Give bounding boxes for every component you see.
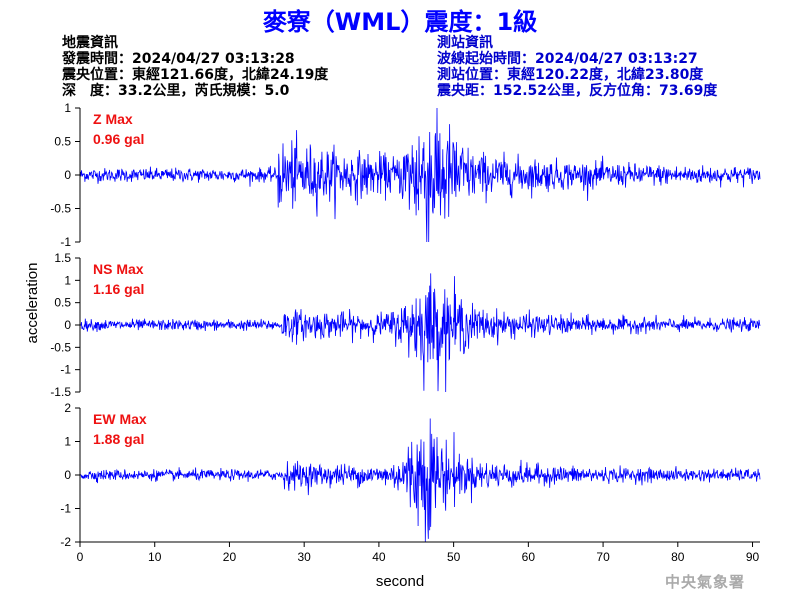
quake-time: 發震時間：2024/04/27 03:13:28 bbox=[62, 51, 295, 67]
y-tick-label-z: 0.5 bbox=[54, 135, 71, 149]
x-tick-label: 60 bbox=[522, 550, 536, 564]
quake-info-block: 地震資訊 發震時間：2024/04/27 03:13:28 震央位置：東經121… bbox=[62, 35, 328, 99]
max-value-ns: 1.16 gal bbox=[93, 281, 144, 297]
y-tick-label-z: 1 bbox=[64, 101, 71, 115]
station-info-heading: 測站資訊 bbox=[437, 35, 493, 51]
y-tick-label-ns: -0.5 bbox=[50, 340, 71, 354]
y-tick-label-ns: -1 bbox=[60, 363, 71, 377]
x-tick-label: 80 bbox=[671, 550, 685, 564]
y-tick-label-ew: 1 bbox=[64, 435, 71, 449]
panel-ew: 2 1 0 -1 -2 EW Max 1.88 gal bbox=[60, 401, 761, 549]
y-tick-label-z: -0.5 bbox=[50, 202, 71, 216]
y-tick-label-ew: 0 bbox=[64, 468, 71, 482]
y-tick-label-ns: 0.5 bbox=[54, 296, 71, 310]
station-location: 測站位置：東經120.22度，北緯23.80度 bbox=[437, 67, 704, 83]
wave-start-time: 波線起始時間：2024/04/27 03:13:27 bbox=[437, 51, 698, 67]
y-tick-label-ns: 0 bbox=[64, 318, 71, 332]
panel-z: 1 0.5 0 -0.5 -1 Z Max 0.96 gal bbox=[50, 101, 761, 249]
y-tick-label-ns: -1.5 bbox=[50, 385, 71, 399]
quake-location: 震央位置：東經121.66度，北緯24.19度 bbox=[62, 67, 329, 83]
x-tick-label: 10 bbox=[148, 550, 162, 564]
y-axis-label: acceleration bbox=[24, 263, 41, 344]
x-tick-label: 90 bbox=[746, 550, 760, 564]
waveform-z bbox=[79, 107, 761, 243]
x-tick-label: 40 bbox=[372, 550, 386, 564]
x-tick-label: 50 bbox=[447, 550, 461, 564]
quake-depth-magnitude: 深 度：33.2公里，芮氏規模：5.0 bbox=[62, 83, 290, 99]
y-tick-label-ew: -1 bbox=[60, 502, 71, 516]
station-info-block: 測站資訊 波線起始時間：2024/04/27 03:13:27 測站位置：東經1… bbox=[437, 35, 717, 99]
max-value-z: 0.96 gal bbox=[93, 131, 144, 147]
panel-ns: 1.5 1 0.5 0 -0.5 -1 -1.5 NS Max 1.16 gal bbox=[50, 251, 761, 399]
x-tick-label: 30 bbox=[297, 550, 311, 564]
quake-info-heading: 地震資訊 bbox=[62, 35, 118, 51]
waveform-ew bbox=[79, 418, 761, 543]
max-value-ew: 1.88 gal bbox=[93, 431, 144, 447]
x-tick-label: 20 bbox=[223, 550, 237, 564]
y-tick-label-ew: 2 bbox=[64, 401, 71, 415]
cwa-watermark: 中央氣象署 bbox=[664, 573, 745, 591]
epicentral-distance: 震央距：152.52公里，反方位角：73.69度 bbox=[437, 83, 718, 99]
max-label-ew: EW Max bbox=[93, 411, 147, 427]
station-title: 麥寮（WML）震度：1級 bbox=[262, 8, 538, 36]
y-tick-label-ns: 1 bbox=[64, 273, 71, 287]
y-tick-label-z: 0 bbox=[64, 168, 71, 182]
max-label-ns: NS Max bbox=[93, 261, 144, 277]
x-tick-label: 70 bbox=[596, 550, 610, 564]
y-tick-label-ns: 1.5 bbox=[54, 251, 71, 265]
max-label-z: Z Max bbox=[93, 111, 133, 127]
waveform-ns bbox=[79, 273, 761, 393]
y-tick-label-ew: -2 bbox=[60, 535, 71, 549]
x-axis-label: second bbox=[376, 573, 424, 590]
y-tick-label-z: -1 bbox=[60, 235, 71, 249]
x-tick-label: 0 bbox=[77, 550, 84, 564]
